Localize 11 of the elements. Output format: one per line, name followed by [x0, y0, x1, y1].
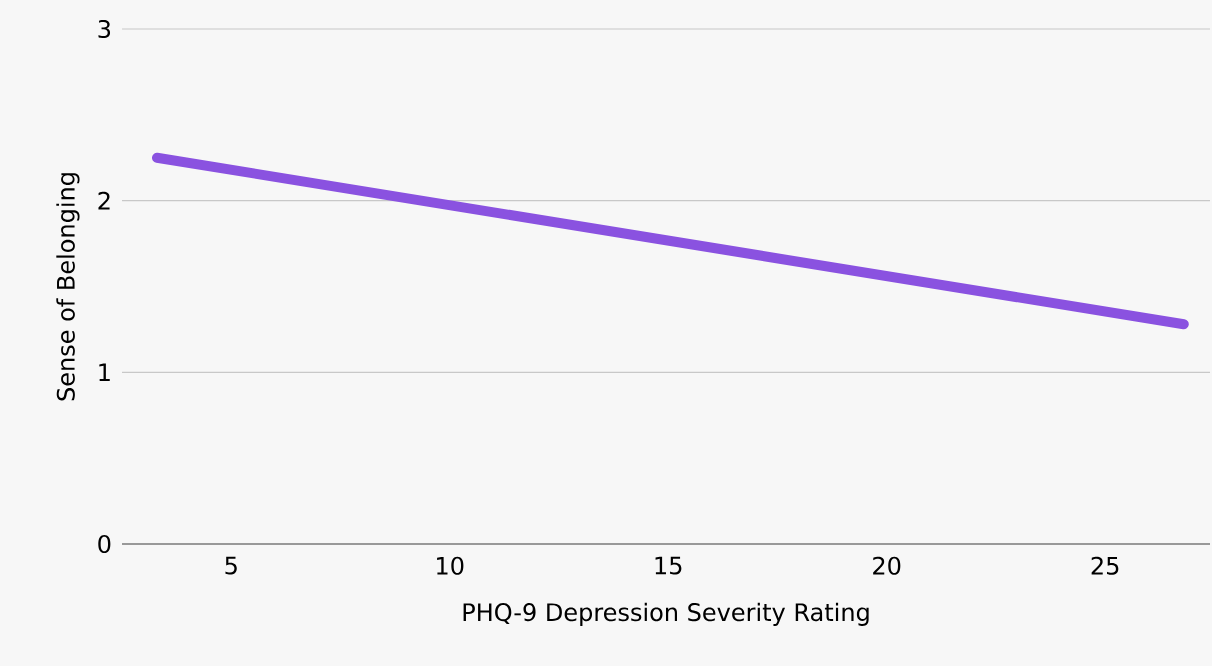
x-tick-label: 5 [225, 556, 237, 575]
y-tick-label: 2 [98, 191, 110, 210]
y-tick-label: 0 [98, 534, 111, 554]
x-tick-label: 10 [437, 556, 464, 575]
y-axis-title: Sense of Belonging [56, 173, 80, 401]
x-axis-title: PHQ-9 Depression Severity Rating [463, 602, 869, 626]
y-tick-label: 3 [98, 19, 111, 39]
x-tick-label: 25 [1091, 556, 1119, 575]
x-tick-label: 20 [873, 556, 901, 575]
x-tick-label: 15 [655, 556, 682, 575]
y-tick-label: 1 [99, 363, 110, 382]
